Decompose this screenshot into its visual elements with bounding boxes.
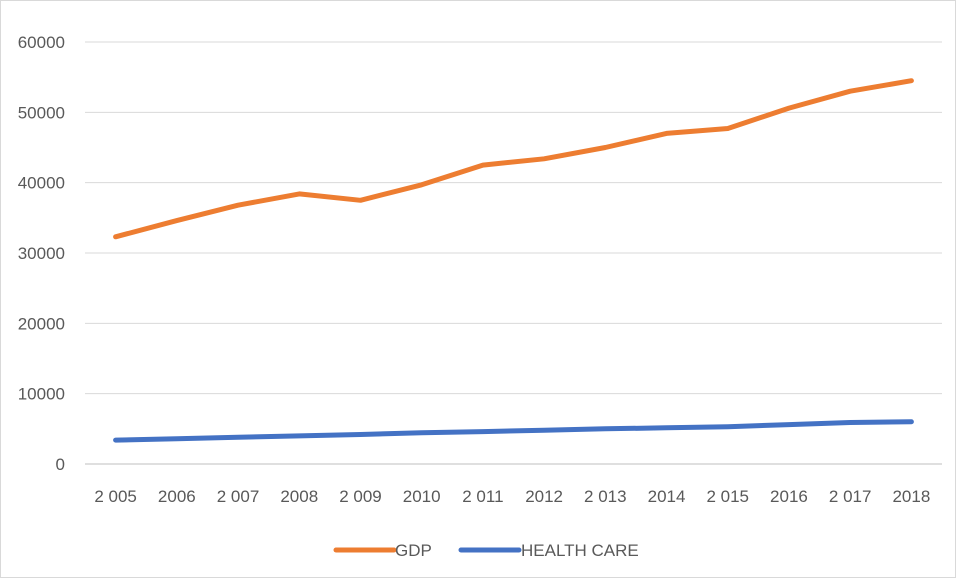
x-tick-label: 2018 [892, 487, 930, 506]
x-axis-tick-labels: 2 005 2006 2 007 2008 2 009 2010 2 011 2012 2 01… [94, 487, 930, 506]
x-tick-label: 2 011 [462, 487, 503, 506]
x-tick-label: 2008 [280, 487, 318, 506]
x-tick-label: 2 009 [339, 487, 382, 506]
x-tick-label: 2 005 [94, 487, 137, 506]
y-axis-tick-labels: 0 10000 20000 30000 40000 50000 60000 [18, 33, 65, 474]
x-tick-label: 2 015 [706, 487, 749, 506]
x-tick-label: 2016 [770, 487, 808, 506]
x-tick-label: 2 013 [584, 487, 627, 506]
y-tick-label: 50000 [18, 103, 65, 122]
y-tick-label: 0 [56, 455, 65, 474]
y-tick-label: 20000 [18, 314, 65, 333]
legend-label: HEALTH CARE [521, 541, 639, 560]
x-tick-label: 2006 [158, 487, 196, 506]
series-lines [113, 78, 914, 443]
legend: GDP HEALTH CARE [333, 541, 639, 560]
x-tick-label: 2 017 [829, 487, 872, 506]
series-line-health-care [113, 419, 914, 443]
y-tick-label: 10000 [18, 385, 65, 404]
legend-label: GDP [395, 541, 432, 560]
y-tick-label: 40000 [18, 174, 65, 193]
y-tick-label: 60000 [18, 33, 65, 52]
x-tick-label: 2010 [403, 487, 441, 506]
gridlines [85, 41, 942, 465]
series-line-gdp [113, 78, 914, 240]
x-tick-label: 2 007 [217, 487, 260, 506]
x-tick-label: 2014 [648, 487, 686, 506]
x-tick-label: 2012 [525, 487, 563, 506]
y-tick-label: 30000 [18, 244, 65, 263]
